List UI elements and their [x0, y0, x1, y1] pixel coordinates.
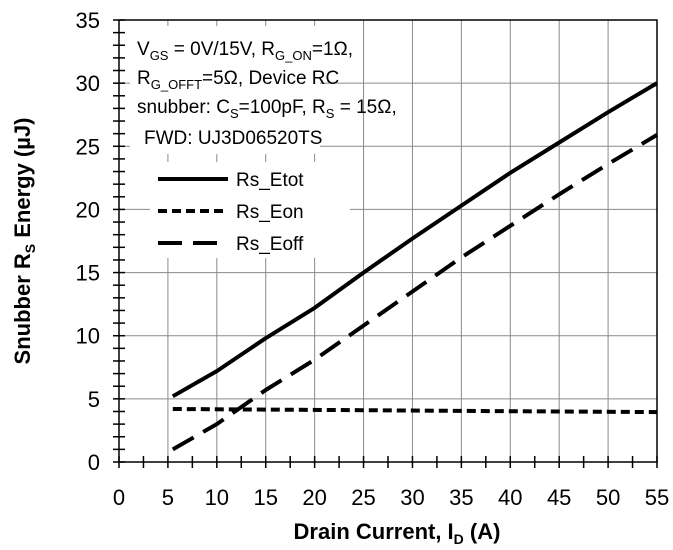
y-tick-label: 5: [88, 387, 100, 412]
y-tick-label: 10: [76, 324, 100, 349]
series-line-rs-eon: [172, 407, 658, 415]
series-line-rs-eoff: [171, 133, 659, 452]
y-axis-title: Snubber RS Energy (µJ): [10, 118, 38, 365]
x-tick-labels: 0 5 10 15 20 25 30 35 40 45 50 55: [113, 485, 669, 510]
x-tick-label: 5: [162, 485, 174, 510]
x-tick-label: 0: [113, 485, 125, 510]
series-line-rs-etot: [171, 81, 659, 399]
x-tick-label: 10: [205, 485, 229, 510]
y-tick-label: 15: [76, 261, 100, 286]
x-tick-label: 50: [596, 485, 620, 510]
y-tick-label: 0: [88, 450, 100, 475]
annotation-line-1: VGS = 0V/15V, RG_ON=1Ω,: [137, 39, 353, 63]
legend: Rs_Etot Rs_Eon Rs_Eoff: [150, 162, 350, 258]
plot-area-frame: [118, 19, 658, 463]
series-lines: [171, 81, 659, 452]
legend-label: Rs_Etot: [236, 170, 304, 191]
y-tick-label: 35: [76, 8, 100, 33]
legend-label: Rs_Eoff: [236, 234, 304, 255]
x-axis-title: Drain Current, ID (A): [294, 519, 501, 547]
x-tick-label: 35: [449, 485, 473, 510]
x-tick-label: 25: [351, 485, 375, 510]
x-tick-label: 40: [498, 485, 522, 510]
x-tick-label: 30: [400, 485, 424, 510]
y-tick-label: 30: [76, 71, 100, 96]
x-tick-label: 20: [302, 485, 326, 510]
x-tick-label: 45: [547, 485, 571, 510]
x-tick-label: 55: [645, 485, 669, 510]
y-tick-label: 25: [76, 134, 100, 159]
x-tick-label: 15: [253, 485, 277, 510]
annotation-line-3: snubber: CS=100pF, RS = 15Ω,: [137, 97, 397, 121]
annotation-background: [130, 26, 320, 154]
y-tick-label: 20: [76, 197, 100, 222]
annotation-line-2: RG_OFFT=5Ω, Device RC: [137, 68, 339, 92]
annotation-line-4: FWD: UJ3D06520TS: [144, 128, 322, 149]
y-tick-labels: 0 5 10 15 20 25 30 35: [76, 8, 100, 475]
legend-label: Rs_Eon: [236, 202, 304, 223]
conditions-annotation: VGS = 0V/15V, RG_ON=1Ω, RG_OFFT=5Ω, Devi…: [130, 26, 397, 154]
grid: [119, 20, 657, 462]
